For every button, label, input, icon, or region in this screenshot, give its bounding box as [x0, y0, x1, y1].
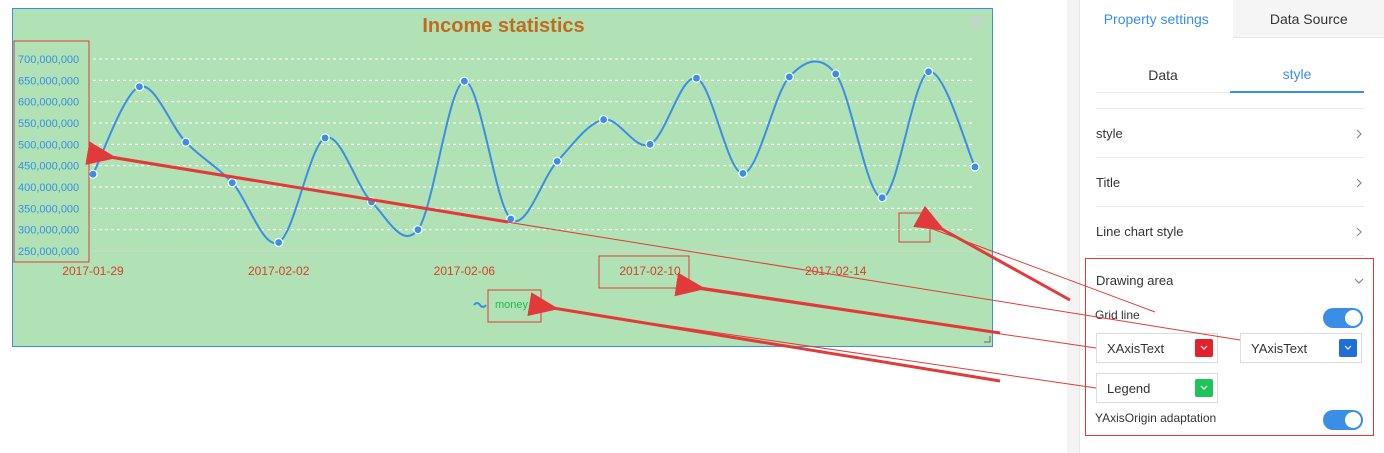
trash-icon[interactable] — [969, 15, 983, 31]
chevron-down-icon — [1354, 278, 1364, 284]
yaxis-color-swatch[interactable] — [1339, 339, 1357, 357]
style-tabs: Data style — [1096, 57, 1364, 93]
xaxis-color-swatch[interactable] — [1195, 339, 1213, 357]
section-label: Line chart style — [1096, 224, 1184, 239]
chevron-down-icon — [1344, 345, 1352, 350]
x-tick-label: 2017-02-02 — [248, 264, 310, 278]
data-point — [831, 69, 841, 79]
yaxis-origin-label: YAxisOrigin adaptation — [1095, 411, 1217, 425]
tab-style[interactable]: style — [1230, 57, 1364, 93]
grid-line-label: Grid line — [1095, 308, 1140, 322]
y-tick-label: 550,000,000 — [18, 118, 79, 130]
y-tick-label: 600,000,000 — [18, 97, 79, 109]
yaxis-origin-toggle[interactable] — [1323, 410, 1363, 430]
x-tick-label: 2017-02-14 — [805, 264, 867, 278]
grid-line-toggle[interactable] — [1323, 308, 1363, 328]
legend-label: Legend — [1107, 380, 1151, 396]
data-point — [599, 114, 609, 125]
tab-property-settings[interactable]: Property settings — [1080, 0, 1233, 38]
xaxis-text-color-field[interactable]: XAxisText — [1096, 333, 1218, 363]
series-line-money — [92, 60, 976, 245]
data-point — [552, 156, 562, 166]
chart-widget[interactable]: Income statistics 250,000,000 300,000,000… — [12, 8, 993, 347]
chevron-down-icon — [1200, 385, 1208, 390]
tab-data-source[interactable]: Data Source — [1232, 0, 1384, 38]
x-tick-label: 2017-02-10 — [619, 264, 681, 278]
legend-color-field[interactable]: Legend — [1096, 373, 1218, 403]
data-point — [691, 73, 702, 83]
chevron-right-icon — [1356, 227, 1362, 236]
chart-title: Income statistics — [422, 15, 585, 37]
line-chart: 250,000,000 300,000,000 350,000,000 400,000… — [18, 54, 980, 311]
yaxis-text-color-field[interactable]: YAxisText — [1240, 333, 1362, 363]
y-tick-label: 400,000,000 — [18, 182, 79, 194]
section-style[interactable]: style — [1096, 108, 1364, 158]
section-label: Title — [1096, 175, 1121, 190]
y-tick-label: 350,000,000 — [18, 203, 79, 215]
data-point — [366, 197, 377, 207]
panel-divider — [1067, 0, 1079, 453]
x-tick-label: 2017-01-29 — [62, 264, 124, 278]
y-tick-label: 450,000,000 — [18, 161, 79, 173]
data-point — [970, 162, 980, 172]
data-point — [459, 76, 469, 86]
data-point — [877, 193, 887, 203]
y-tick-label: 250,000,000 — [18, 246, 79, 258]
data-point — [88, 169, 98, 179]
data-point — [506, 214, 516, 224]
data-point — [784, 72, 794, 82]
section-line-chart-style[interactable]: Line chart style — [1096, 206, 1364, 256]
section-label: style — [1096, 126, 1123, 141]
data-point — [181, 137, 191, 147]
data-point — [320, 133, 330, 143]
y-tick-label: 700,000,000 — [18, 54, 79, 66]
legend-color-swatch[interactable] — [1195, 379, 1213, 397]
data-point — [413, 225, 423, 235]
panel-tabs: Property settings Data Source — [1080, 0, 1384, 38]
data-point — [274, 237, 284, 248]
data-point — [645, 139, 655, 149]
section-title[interactable]: Title — [1096, 157, 1364, 207]
xaxis-text-label: XAxisText — [1107, 340, 1165, 356]
data-point — [923, 67, 934, 77]
y-tick-label: 300,000,000 — [18, 225, 79, 237]
y-tick-label: 650,000,000 — [18, 75, 79, 87]
data-point — [227, 178, 237, 188]
data-point — [738, 168, 748, 178]
chevron-right-icon — [1356, 178, 1362, 187]
chevron-right-icon — [1356, 129, 1362, 138]
chevron-down-icon — [1200, 345, 1208, 350]
yaxis-text-label: YAxisText — [1251, 340, 1308, 356]
data-point — [134, 82, 145, 92]
tab-data[interactable]: Data — [1096, 57, 1230, 93]
y-tick-label: 500,000,000 — [18, 139, 79, 151]
x-tick-label: 2017-02-06 — [434, 264, 496, 278]
legend-line-icon — [473, 302, 487, 308]
legend-label: money — [495, 299, 529, 311]
